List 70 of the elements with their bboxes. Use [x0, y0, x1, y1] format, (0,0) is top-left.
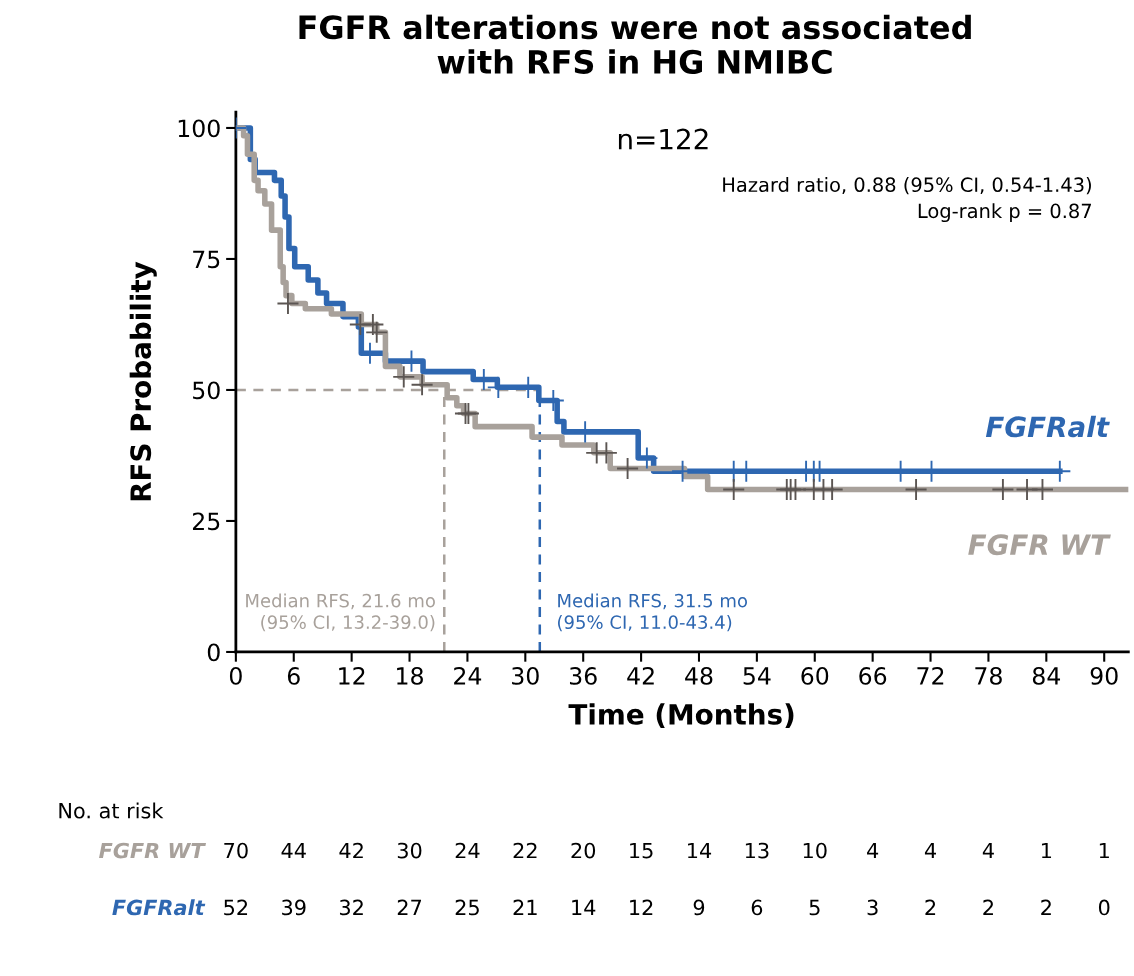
- x-tick-label: 30: [512, 666, 539, 685]
- point: [595, 442, 617, 464]
- y-tick-label: 75: [193, 250, 220, 269]
- x-axis-title: Time (Months): [568, 703, 794, 729]
- chart-title: FGFR alterations were not associated with RFS in HG NMIBC: [299, 14, 971, 74]
- text: 52: [224, 899, 248, 916]
- x-tick-label: 42: [627, 666, 654, 685]
- annotation: Median RFS, 31.5 mo (95% CI, 11.0-43.4): [558, 593, 748, 632]
- text: No. at risk: [59, 802, 164, 819]
- y-tick-label: 0: [207, 643, 220, 662]
- text: 1: [1041, 842, 1052, 859]
- x-tick-label: 60: [801, 666, 829, 685]
- series-label: FGFRalt: [985, 415, 1110, 438]
- point: [366, 321, 388, 343]
- x-tick-label: 36: [569, 666, 597, 685]
- text: 0: [1098, 899, 1110, 916]
- x-tick-label: 24: [454, 666, 482, 685]
- x-tick-label: 84: [1032, 666, 1061, 685]
- text: 39: [282, 899, 306, 916]
- text: 14: [572, 899, 596, 916]
- text: 30: [397, 842, 422, 859]
- x-tick-label: 72: [917, 666, 944, 685]
- x-tick-label: 0: [229, 666, 242, 685]
- text: 22: [513, 842, 537, 859]
- text: 27: [397, 899, 422, 916]
- y-tick-label: 25: [192, 512, 220, 531]
- annotation: Hazard ratio, 0.88 (95% CI, 0.54-1.43) Log-rank p = 0.87: [723, 177, 1091, 223]
- x-tick-label: 18: [397, 666, 423, 685]
- text: 14: [688, 842, 712, 859]
- annotation: Median RFS, 21.6 mo (95% CI, 13.2-39.0): [246, 593, 435, 632]
- x-tick-label: 90: [1090, 666, 1118, 685]
- chart-subtitle: n=122: [618, 128, 708, 150]
- text: 4: [867, 842, 879, 859]
- text: 1: [1099, 842, 1109, 859]
- point: [393, 366, 415, 388]
- text: 13: [745, 842, 769, 859]
- y-tick-label: 100: [178, 119, 220, 138]
- y-tick-label: 50: [193, 381, 220, 400]
- text: 3: [867, 899, 878, 916]
- text: 32: [339, 899, 363, 916]
- text: 2: [983, 899, 993, 916]
- text: 70: [224, 842, 248, 859]
- point: [617, 458, 639, 480]
- point: [411, 374, 433, 396]
- text: 24: [455, 842, 480, 859]
- x-tick-label: 78: [975, 666, 1002, 685]
- text: 4: [982, 842, 994, 859]
- text: 42: [339, 842, 363, 859]
- text: FGFR WT: [99, 842, 207, 859]
- x-tick-label: 66: [859, 666, 887, 685]
- x-tick-label: 48: [685, 666, 713, 685]
- text: 2: [925, 899, 936, 916]
- text: 6: [751, 899, 763, 916]
- x-tick-label: 6: [287, 666, 300, 685]
- y-axis-title: RFS Probability: [129, 261, 157, 501]
- x-tick-label: 12: [339, 666, 365, 685]
- text: 44: [281, 842, 306, 859]
- text: FGFRalt: [112, 899, 206, 916]
- text: 12: [630, 899, 653, 916]
- text: 4: [924, 842, 936, 859]
- text: 15: [630, 842, 653, 859]
- text: 2: [1041, 899, 1051, 916]
- text: 10: [803, 842, 827, 859]
- text: 9: [693, 899, 705, 916]
- text: 25: [455, 899, 479, 916]
- text: 5: [809, 899, 820, 916]
- series-label: FGFR WT: [968, 534, 1111, 556]
- text: 20: [571, 842, 596, 859]
- x-tick-label: 54: [743, 667, 771, 685]
- text: 21: [513, 899, 537, 916]
